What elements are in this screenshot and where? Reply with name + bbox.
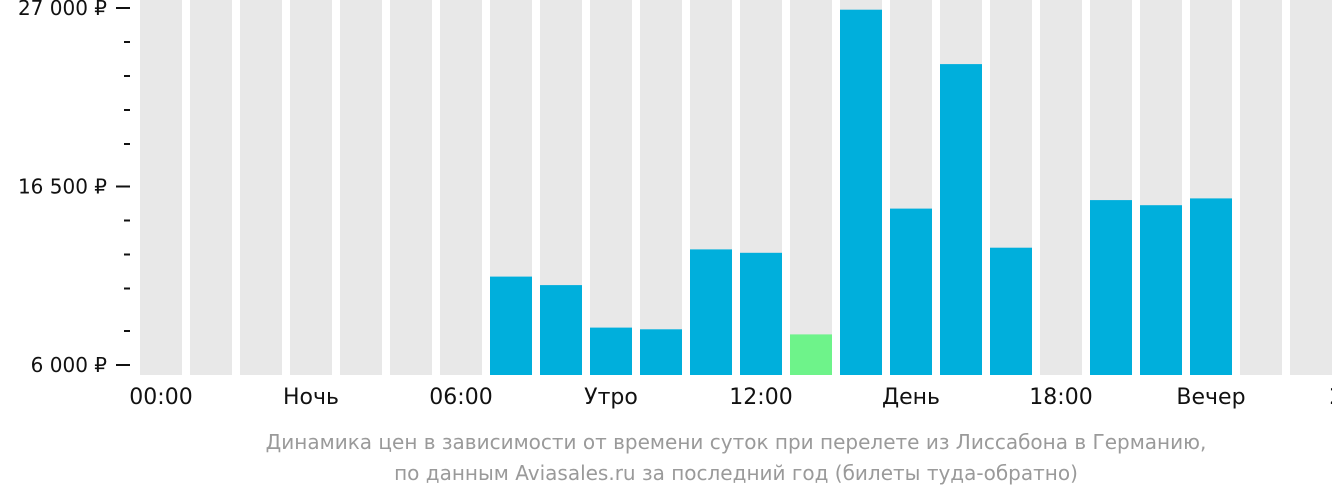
bar — [1090, 200, 1132, 375]
background-bar — [590, 0, 632, 375]
bar — [1140, 205, 1182, 375]
caption-line-2: по данным Aviasales.ru за последний год … — [394, 461, 1078, 485]
background-bar — [290, 0, 332, 375]
background-bar — [440, 0, 482, 375]
bar — [1190, 198, 1232, 375]
x-tick-label: 24:00 — [1329, 385, 1332, 410]
x-tick-label: Ночь — [283, 385, 339, 410]
bar — [490, 276, 532, 375]
x-tick-label: Вечер — [1176, 385, 1245, 410]
x-tick-label: 18:00 — [1029, 385, 1092, 410]
bar — [990, 247, 1032, 375]
background-bar — [390, 0, 432, 375]
price-by-hour-chart: 27 000 ₽ 16 500 ₽ 6 000 ₽ 00:00 Ночь 06:00 Утр… — [18, 0, 1332, 410]
background-bar — [140, 0, 182, 375]
bar — [590, 327, 632, 375]
bar — [640, 329, 682, 375]
x-tick-label: Утро — [584, 385, 638, 410]
bar — [940, 64, 982, 375]
y-tick-label: 27 000 ₽ — [18, 0, 107, 20]
bar — [840, 9, 882, 375]
x-tick-label: 06:00 — [429, 385, 492, 410]
x-tick-label: 12:00 — [729, 385, 792, 410]
background-bar — [240, 0, 282, 375]
bar — [690, 249, 732, 375]
bar — [890, 208, 932, 375]
x-tick-label: День — [882, 385, 940, 410]
bar-highlight — [790, 334, 832, 375]
caption-line-1: Динамика цен в зависимости от времени су… — [265, 430, 1207, 454]
background-bar — [1290, 0, 1332, 375]
background-bar — [640, 0, 682, 375]
y-tick-label: 6 000 ₽ — [31, 353, 108, 377]
background-bar — [790, 0, 832, 375]
bar — [540, 285, 582, 375]
x-tick-label: 00:00 — [129, 385, 192, 410]
y-tick-label: 16 500 ₽ — [18, 175, 107, 199]
bar — [740, 252, 782, 375]
background-bar — [1040, 0, 1082, 375]
background-bar — [190, 0, 232, 375]
background-bar — [1240, 0, 1282, 375]
background-bar — [340, 0, 382, 375]
